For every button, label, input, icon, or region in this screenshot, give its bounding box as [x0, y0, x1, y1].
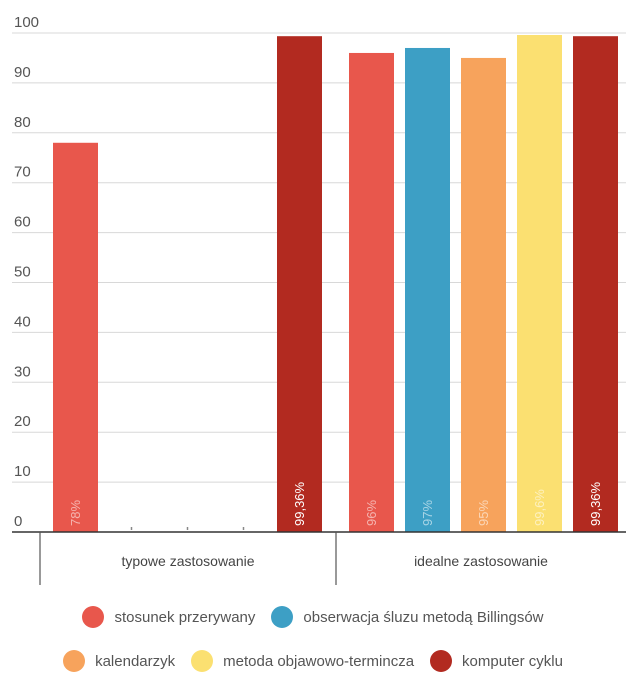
y-axis-tick-labels: 0 10 20 30 40 50 60 70 80 90 100	[14, 14, 39, 530]
bar	[277, 36, 322, 532]
bar-value-label: 99,36%	[292, 481, 307, 526]
y-tick-label: 50	[14, 264, 31, 281]
y-tick-label: 30	[14, 363, 31, 380]
legend-item-billings: obserwacja śluzu metodą Billingsów	[271, 606, 544, 628]
bar-value-label: 97%	[420, 500, 435, 526]
y-tick-label: 60	[14, 214, 31, 231]
y-tick-label: 20	[14, 413, 31, 430]
bar	[349, 52, 394, 533]
legend-item-objawowo: metoda objawowo-termincza	[191, 650, 414, 672]
bar	[517, 34, 562, 532]
bar-value-label: 99,6%	[532, 489, 547, 526]
bar	[405, 47, 450, 532]
legend-swatch-icon	[63, 650, 86, 672]
bar-value-label: 95%	[476, 500, 491, 526]
bar	[53, 142, 98, 532]
legend-label: komputer cyklu	[462, 652, 563, 670]
y-tick-label: 40	[14, 313, 31, 330]
y-tick-label: 70	[14, 164, 31, 181]
legend-row-2: kalendarzyk metoda objawowo-termincza ko…	[0, 650, 626, 672]
bars	[53, 34, 618, 533]
legend-item-stosunek: stosunek przerywany	[82, 606, 255, 628]
legend-label: kalendarzyk	[95, 652, 176, 670]
bar-value-label: 96%	[364, 500, 379, 526]
legend-label: stosunek przerywany	[114, 608, 256, 626]
legend-row-1: stosunek przerywany obserwacja śluzu met…	[0, 606, 626, 628]
y-tick-label: 90	[14, 64, 31, 81]
bar-value-label: 78%	[68, 500, 83, 526]
legend-label: obserwacja śluzu metodą Billingsów	[303, 608, 544, 626]
x-axis	[12, 531, 626, 585]
legend-item-kalendarzyk: kalendarzyk	[63, 650, 175, 672]
x-axis-category-labels: typowe zastosowanie idealne zastosowanie	[121, 553, 548, 569]
legend-swatch-icon	[271, 606, 294, 628]
bar-value-labels: 78% 99,36% 96% 97% 95% 99,6% 99,36%	[68, 481, 603, 526]
bar-chart: 0 10 20 30 40 50 60 70 80 90 100 78% 99,36% 96% 97% 95…	[12, 14, 626, 585]
y-tick-label: 10	[14, 463, 31, 480]
y-tick-label: 100	[14, 14, 39, 31]
bar	[461, 57, 506, 532]
legend-swatch-icon	[430, 650, 453, 672]
x-category-label: typowe zastosowanie	[121, 553, 254, 569]
bar	[573, 36, 618, 532]
legend-item-komputer: komputer cyklu	[430, 650, 563, 672]
bar-value-label: 99,36%	[588, 481, 603, 526]
legend-swatch-icon	[191, 650, 214, 672]
x-category-label: idealne zastosowanie	[414, 553, 548, 569]
y-tick-label: 0	[14, 513, 22, 530]
legend-label: metoda objawowo-termincza	[223, 652, 415, 670]
y-tick-label: 80	[14, 114, 31, 131]
legend-swatch-icon	[82, 606, 105, 628]
